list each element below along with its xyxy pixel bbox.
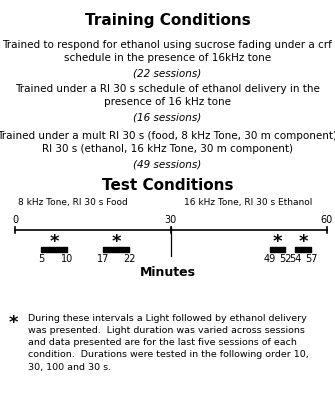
Text: 0: 0 <box>12 215 18 225</box>
Text: Trained under a mult RI 30 s (food, 8 kHz Tone, 30 m component)
RI 30 s (ethanol: Trained under a mult RI 30 s (food, 8 kH… <box>0 131 335 154</box>
Text: (49 sessions): (49 sessions) <box>133 160 202 170</box>
Text: 8 kHz Tone, RI 30 s Food: 8 kHz Tone, RI 30 s Food <box>18 198 128 207</box>
Text: *: * <box>298 233 308 251</box>
Text: Test Conditions: Test Conditions <box>102 178 233 193</box>
Text: 30: 30 <box>165 215 177 225</box>
Text: 10: 10 <box>61 254 73 264</box>
Text: 52: 52 <box>279 254 291 264</box>
Text: (22 sessions): (22 sessions) <box>133 69 202 79</box>
Text: 5: 5 <box>38 254 44 264</box>
Text: Trained to respond for ethanol using sucrose fading under a crf
schedule in the : Trained to respond for ethanol using suc… <box>3 40 332 63</box>
Text: (16 sessions): (16 sessions) <box>133 113 202 123</box>
Text: Training Conditions: Training Conditions <box>85 13 250 28</box>
Text: 49: 49 <box>263 254 276 264</box>
Text: 57: 57 <box>305 254 317 264</box>
Text: Trained under a RI 30 s schedule of ethanol delivery in the
presence of 16 kHz t: Trained under a RI 30 s schedule of etha… <box>15 84 320 107</box>
Text: *: * <box>273 233 282 251</box>
Text: 22: 22 <box>123 254 136 264</box>
Text: *: * <box>49 233 59 251</box>
Text: 17: 17 <box>97 254 110 264</box>
Text: *: * <box>112 233 121 251</box>
Text: *: * <box>8 314 18 332</box>
Text: During these intervals a Light followed by ethanol delivery
was presented.  Ligh: During these intervals a Light followed … <box>28 314 309 372</box>
Text: 60: 60 <box>321 215 333 225</box>
Text: 54: 54 <box>289 254 302 264</box>
Text: 16 kHz Tone, RI 30 s Ethanol: 16 kHz Tone, RI 30 s Ethanol <box>184 198 313 207</box>
Text: Minutes: Minutes <box>139 266 196 279</box>
